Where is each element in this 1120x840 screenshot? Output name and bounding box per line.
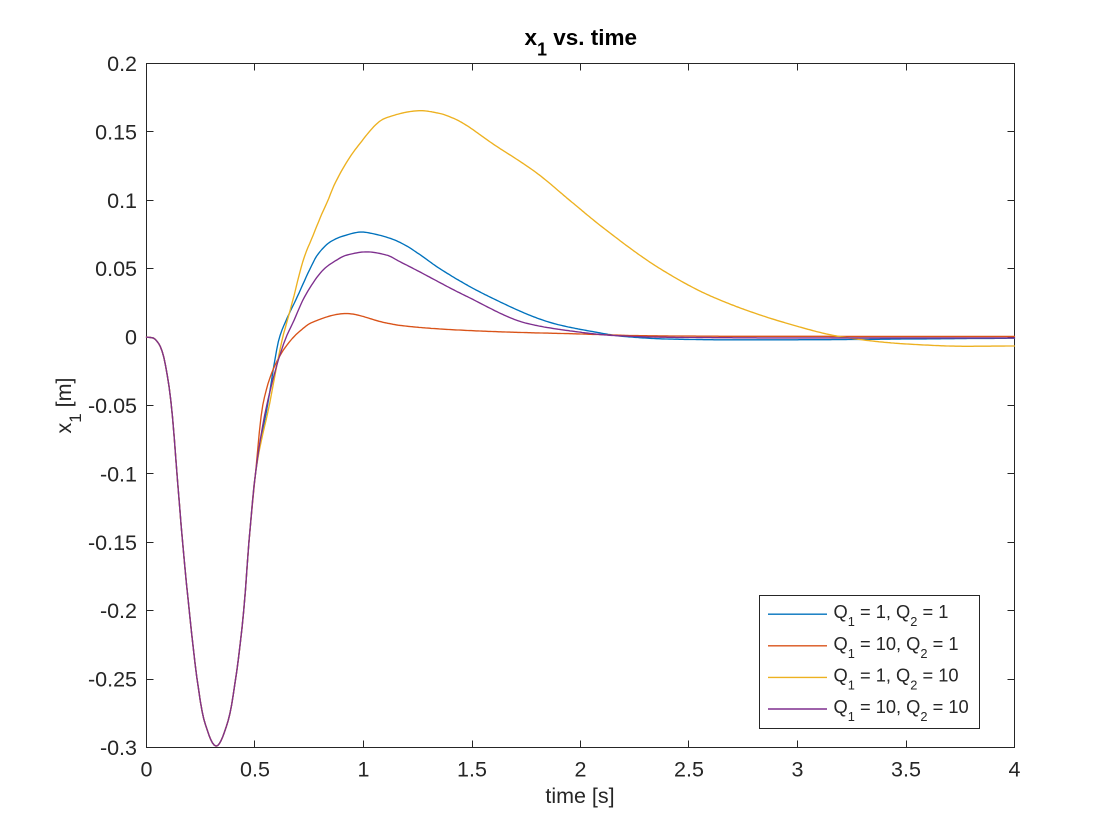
svg-text:0.5: 0.5 — [240, 758, 270, 782]
svg-text:2.5: 2.5 — [674, 758, 704, 782]
svg-text:4: 4 — [1009, 758, 1021, 782]
svg-text:0: 0 — [125, 326, 137, 350]
svg-text:-0.1: -0.1 — [100, 462, 137, 486]
svg-text:-0.05: -0.05 — [88, 394, 137, 418]
svg-text:-0.25: -0.25 — [88, 668, 137, 692]
svg-text:0.05: 0.05 — [95, 257, 137, 281]
svg-text:1: 1 — [358, 758, 370, 782]
svg-text:-0.15: -0.15 — [88, 531, 137, 555]
svg-text:1.5: 1.5 — [457, 758, 487, 782]
svg-text:2: 2 — [575, 758, 587, 782]
svg-text:-0.2: -0.2 — [100, 599, 137, 623]
svg-text:3.5: 3.5 — [891, 758, 921, 782]
svg-text:-0.3: -0.3 — [100, 736, 137, 760]
svg-text:0: 0 — [141, 758, 153, 782]
svg-text:Q1 = 1, Q2 = 1: Q1 = 1, Q2 = 1 — [834, 601, 949, 629]
svg-text:0.1: 0.1 — [107, 189, 137, 213]
svg-text:3: 3 — [792, 758, 804, 782]
svg-text:0.2: 0.2 — [107, 52, 137, 76]
svg-text:time [s]: time [s] — [545, 784, 614, 808]
svg-text:0.15: 0.15 — [95, 120, 137, 144]
